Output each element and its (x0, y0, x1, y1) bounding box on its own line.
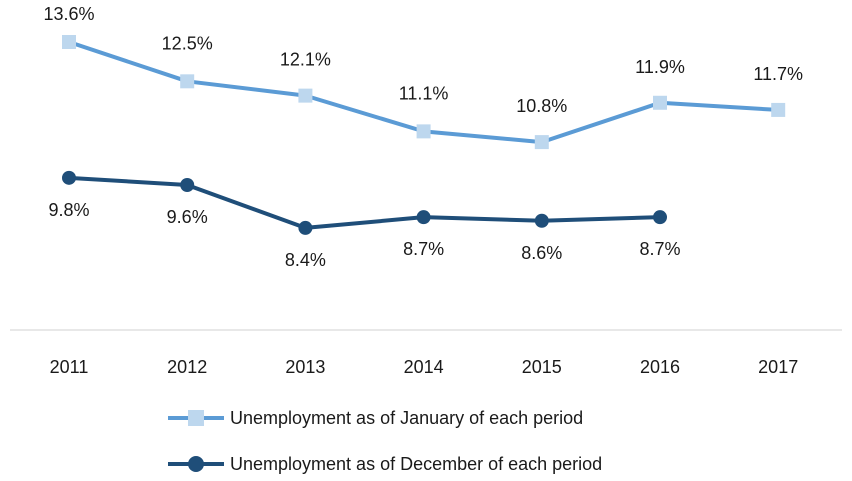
x-tick-label-2013: 2013 (285, 357, 325, 377)
data-point-december-2015 (534, 213, 549, 228)
data-point-january-2015 (534, 135, 549, 150)
legend: Unemployment as of January of each perio… (168, 408, 602, 474)
legend-label-december: Unemployment as of December of each peri… (230, 454, 602, 474)
data-point-january-2014 (416, 124, 431, 139)
data-point-december-2016 (653, 210, 667, 225)
data-label-january-2016: 11.9% (635, 57, 685, 77)
data-label-december-2016: 8.7% (639, 239, 680, 259)
legend-label-january: Unemployment as of January of each perio… (230, 408, 583, 428)
data-point-january-2012 (180, 74, 195, 89)
x-tick-label-2017: 2017 (758, 357, 798, 377)
data-point-january-2016 (653, 95, 667, 110)
data-label-january-2013: 12.1% (280, 50, 331, 70)
data-label-december-2013: 8.4% (285, 250, 326, 270)
data-label-january-2011: 13.6% (43, 4, 94, 24)
data-point-december-2013 (298, 220, 313, 235)
x-axis-tick-labels: 2011 2012 2013 2014 2015 2016 2017 (50, 357, 799, 377)
data-point-january-2011 (62, 35, 76, 49)
x-tick-label-2012: 2012 (167, 357, 207, 377)
data-label-january-2015: 10.8% (516, 96, 567, 116)
data-point-december-2012 (180, 178, 195, 192)
plot-area: 13.6% 12.5% 12.1% 11.1% 10.8% 11.9% 11.7% 9.8% 9… (43, 4, 803, 270)
data-label-january-2012: 12.5% (162, 33, 213, 53)
data-label-january-2014: 11.1% (399, 83, 449, 103)
data-label-december-2011: 9.8% (48, 200, 89, 220)
data-label-january-2017: 11.7% (753, 64, 803, 84)
data-label-december-2015: 8.6% (521, 243, 562, 263)
legend-item-december: Unemployment as of December of each peri… (168, 454, 602, 474)
x-tick-label-2015: 2015 (522, 357, 562, 377)
data-point-december-2014 (416, 210, 431, 225)
x-tick-label-2016: 2016 (640, 357, 680, 377)
data-point-january-2013 (298, 88, 313, 103)
data-point-december-2011 (62, 170, 76, 185)
series-line-december (68, 175, 661, 230)
x-tick-label-2014: 2014 (404, 357, 444, 377)
legend-item-january: Unemployment as of January of each perio… (168, 408, 583, 428)
data-point-january-2017 (771, 102, 786, 117)
data-label-december-2014: 8.7% (403, 239, 444, 259)
legend-marker-circle (188, 456, 204, 472)
x-tick-label-2011: 2011 (50, 357, 89, 377)
legend-marker-square (188, 410, 204, 426)
data-label-december-2012: 9.6% (167, 207, 208, 227)
